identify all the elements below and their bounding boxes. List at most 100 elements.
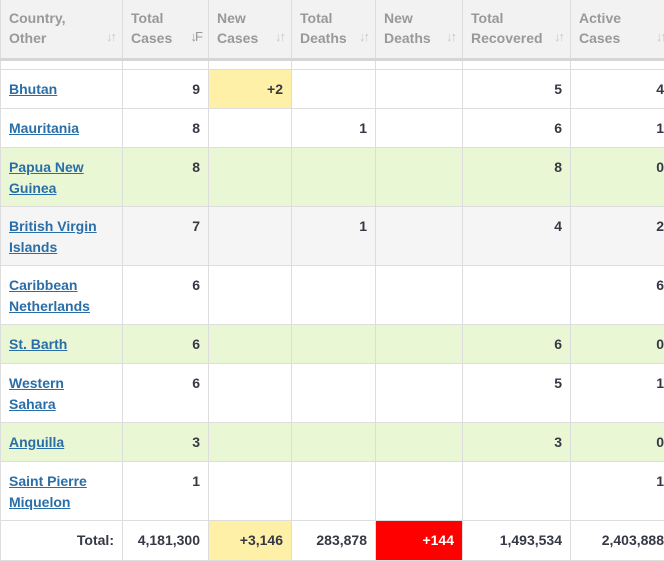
new-cases-cell [209, 461, 292, 520]
new-cases-cell [209, 108, 292, 147]
table-row: Papua New Guinea 8 8 0 [1, 147, 664, 206]
table-row: Bhutan 9 +2 5 4 [1, 69, 664, 108]
total-deaths-cell: 1 [292, 206, 376, 265]
total-cases-cell: 3 [123, 422, 209, 461]
total-label: Total: [1, 520, 123, 560]
active-cases-cell: 0 [571, 147, 664, 206]
header-label-line2: Other [9, 30, 46, 46]
total-recovered-cell: 5 [463, 69, 571, 108]
country-link[interactable]: British Virgin Islands [9, 218, 97, 255]
divider-cell [292, 59, 376, 69]
new-cases-cell [209, 422, 292, 461]
sort-icon[interactable]: ↓↑ [446, 27, 455, 47]
new-cases-cell [209, 324, 292, 363]
header-label-line2: Cases [131, 30, 172, 46]
header-row: Country, Other ↓↑ Total Cases ↓F New Cas… [1, 0, 664, 59]
header-label-line1: Total [131, 10, 163, 26]
new-deaths-sum: +144 [376, 520, 463, 560]
active-cases-cell: 2 [571, 206, 664, 265]
new-deaths-cell [376, 108, 463, 147]
active-cases-cell: 0 [571, 324, 664, 363]
divider-cell [376, 59, 463, 69]
country-cell: Western Sahara [1, 363, 123, 422]
active-cases-cell: 0 [571, 422, 664, 461]
table-row: Caribbean Netherlands 6 6 [1, 265, 664, 324]
divider-cell [571, 59, 664, 69]
new-cases-cell: +2 [209, 69, 292, 108]
total-recovered-sum: 1,493,534 [463, 520, 571, 560]
country-cell: Saint Pierre Miquelon [1, 461, 123, 520]
active-cases-cell: 1 [571, 108, 664, 147]
divider-cell [1, 59, 123, 69]
header-label-line1: Active [579, 10, 621, 26]
country-link[interactable]: Mauritania [9, 120, 79, 136]
header-label-line1: Country, [9, 10, 66, 26]
sort-icon[interactable]: ↓↑ [656, 27, 664, 47]
table-row: British Virgin Islands 7 1 4 2 [1, 206, 664, 265]
header-label-line1: New [384, 10, 413, 26]
total-cases-cell: 9 [123, 69, 209, 108]
country-link[interactable]: Caribbean Netherlands [9, 277, 90, 314]
total-recovered-cell [463, 461, 571, 520]
total-recovered-cell [463, 265, 571, 324]
new-cases-sum: +3,146 [209, 520, 292, 560]
country-cell: British Virgin Islands [1, 206, 123, 265]
total-deaths-cell [292, 265, 376, 324]
new-deaths-cell [376, 147, 463, 206]
header-country[interactable]: Country, Other ↓↑ [1, 0, 123, 59]
table-row: St. Barth 6 6 0 [1, 324, 664, 363]
total-recovered-cell: 8 [463, 147, 571, 206]
header-total-recovered[interactable]: Total Recovered ↓↑ [463, 0, 571, 59]
country-link[interactable]: Bhutan [9, 81, 57, 97]
total-deaths-cell [292, 363, 376, 422]
table-row: Saint Pierre Miquelon 1 1 [1, 461, 664, 520]
new-cases-cell [209, 265, 292, 324]
country-cell: Bhutan [1, 69, 123, 108]
country-link[interactable]: Anguilla [9, 434, 64, 450]
country-link[interactable]: Saint Pierre Miquelon [9, 473, 87, 510]
total-deaths-cell [292, 69, 376, 108]
active-cases-cell: 4 [571, 69, 664, 108]
total-deaths-cell [292, 461, 376, 520]
header-active-cases[interactable]: Active Cases ↓↑ [571, 0, 664, 59]
country-cell: Caribbean Netherlands [1, 265, 123, 324]
header-total-cases[interactable]: Total Cases ↓F [123, 0, 209, 59]
sort-icon[interactable]: ↓↑ [359, 27, 368, 47]
header-divider-row [1, 59, 664, 69]
total-recovered-cell: 6 [463, 108, 571, 147]
new-deaths-cell [376, 206, 463, 265]
country-link[interactable]: St. Barth [9, 336, 67, 352]
country-link[interactable]: Papua New Guinea [9, 159, 84, 196]
header-label-line2: Recovered [471, 30, 543, 46]
header-label-line1: Total [300, 10, 332, 26]
country-cell: Anguilla [1, 422, 123, 461]
sort-icon[interactable]: ↓↑ [106, 27, 115, 47]
country-cell: Mauritania [1, 108, 123, 147]
total-deaths-cell [292, 422, 376, 461]
header-new-cases[interactable]: New Cases ↓↑ [209, 0, 292, 59]
header-new-deaths[interactable]: New Deaths ↓↑ [376, 0, 463, 59]
sort-desc-icon[interactable]: ↓F [191, 27, 201, 47]
total-cases-cell: 7 [123, 206, 209, 265]
new-deaths-cell [376, 461, 463, 520]
new-deaths-cell [376, 265, 463, 324]
total-cases-cell: 6 [123, 265, 209, 324]
divider-cell [123, 59, 209, 69]
country-cell: St. Barth [1, 324, 123, 363]
header-total-deaths[interactable]: Total Deaths ↓↑ [292, 0, 376, 59]
sort-icon[interactable]: ↓↑ [275, 27, 284, 47]
divider-cell [209, 59, 292, 69]
total-recovered-cell: 6 [463, 324, 571, 363]
total-deaths-sum: 283,878 [292, 520, 376, 560]
new-deaths-cell [376, 363, 463, 422]
country-link[interactable]: Western Sahara [9, 375, 64, 412]
new-deaths-cell [376, 324, 463, 363]
table-row: Western Sahara 6 5 1 [1, 363, 664, 422]
header-label-line2: Cases [217, 30, 258, 46]
table-row: Mauritania 8 1 6 1 [1, 108, 664, 147]
sort-icon[interactable]: ↓↑ [554, 27, 563, 47]
header-label-line1: Total [471, 10, 503, 26]
new-deaths-cell [376, 69, 463, 108]
total-deaths-cell [292, 147, 376, 206]
header-label-line2: Deaths [384, 30, 431, 46]
